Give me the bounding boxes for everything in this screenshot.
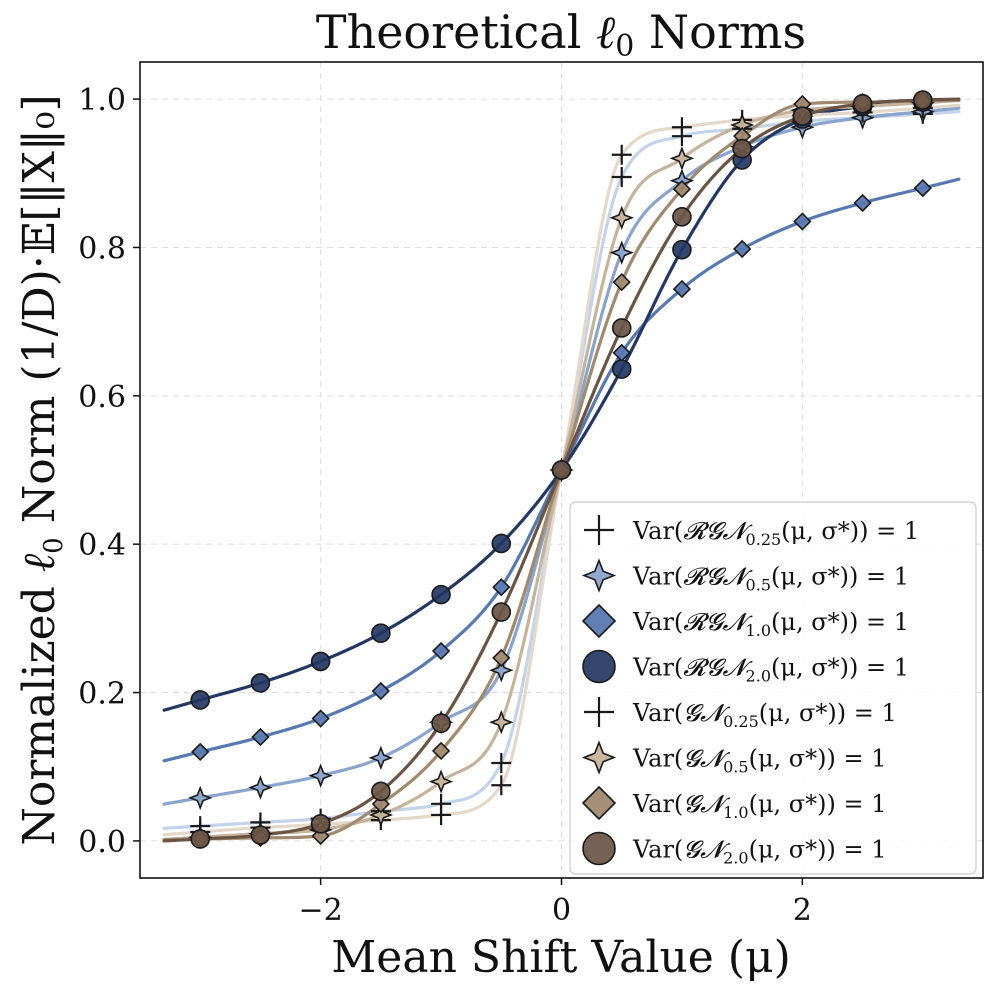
series-markers: [188, 90, 935, 850]
y-tick-label: 0.8: [78, 231, 126, 266]
legend-entry: Var(𝓖𝓝0.5(μ, σ*)) = 1: [632, 745, 887, 777]
legend-marker-gn-2: [582, 831, 616, 866]
data-point-rgn-2: [491, 533, 512, 554]
data-point-rgn-1: [191, 742, 210, 762]
data-point-rgn-0.5: [188, 785, 213, 811]
data-point-gn-0.25: [611, 144, 632, 165]
legend-entry: Var(𝓡𝓖𝓝0.25(μ, σ*)) = 1: [632, 517, 919, 549]
data-point-gn-0.5: [609, 205, 634, 230]
data-point-rgn-2: [431, 584, 451, 605]
data-point-gn-2: [912, 90, 933, 110]
data-point-gn-1: [672, 179, 692, 199]
data-point-rgn-1: [431, 641, 451, 661]
legend-frame: [569, 501, 977, 875]
data-point-gn-2: [250, 825, 271, 845]
data-point-rgn-0.25: [611, 166, 632, 187]
data-point-gn-2: [431, 713, 451, 733]
y-tick-label: 0.4: [78, 528, 126, 563]
data-point-gn-2: [491, 602, 512, 622]
data-point-gn-0.5: [428, 769, 454, 794]
data-point-gn-0.25: [431, 804, 452, 825]
data-point-gn-2: [732, 138, 752, 159]
y-tick-label: 1.0: [78, 83, 126, 118]
data-point-gn-0.5: [669, 146, 695, 171]
data-point-rgn-2: [371, 623, 391, 644]
data-point-gn-0.25: [491, 775, 512, 796]
data-point-rgn-2: [672, 239, 692, 260]
legend-marker-rgn-1: [581, 603, 617, 639]
legend-marker-rgn-0.5: [581, 558, 617, 593]
x-tick-label: −2: [299, 893, 343, 928]
data-point-gn-2: [310, 814, 331, 834]
legend: Var(𝓡𝓖𝓝0.25(μ, σ*)) = 1 Var(𝓡𝓖𝓝0.5(μ, σ*)…: [569, 501, 977, 875]
y-axis-label: Normalized ℓ0 Norm (1/D)·𝔼[‖X‖₀]: [14, 94, 69, 845]
data-point-rgn-0.25: [491, 753, 512, 774]
data-point-gn-0.5: [489, 710, 514, 735]
data-point-gn-0.25: [671, 117, 692, 138]
legend-marker-rgn-0.25: [584, 515, 614, 545]
data-point-gn-2: [672, 207, 692, 227]
legend-marker-rgn-2: [582, 649, 616, 684]
data-point-rgn-1: [672, 279, 692, 299]
data-point-gn-2: [371, 781, 391, 802]
data-point-rgn-1: [492, 578, 511, 597]
data-point-rgn-0.5: [489, 658, 514, 683]
data-point-gn-1: [431, 741, 451, 761]
y-tick-label: 0.2: [78, 677, 126, 712]
data-point-rgn-1: [913, 178, 932, 198]
data-point-gn-0.5: [368, 802, 394, 828]
legend-entry: Var(𝓡𝓖𝓝0.5(μ, σ*)) = 1: [632, 563, 909, 595]
data-point-gn-2: [190, 829, 211, 849]
legend-entry: Var(𝓖𝓝2.0(μ, σ*)) = 1: [632, 836, 887, 868]
data-point-gn-2: [852, 93, 873, 114]
legend-marker-gn-0.5: [581, 740, 617, 775]
data-point-rgn-0.5: [368, 745, 394, 771]
legend-entry: Var(𝓖𝓝0.25(μ, σ*)) = 1: [632, 699, 897, 731]
legend-entry: Var(𝓖𝓝1.0(μ, σ*)) = 1: [632, 790, 887, 822]
data-point-rgn-1: [371, 681, 390, 701]
data-point-rgn-0.5: [248, 775, 273, 800]
data-point-gn-2: [792, 106, 813, 126]
axis-ticks: −2 0 2 0.0 0.2 0.4 0.6 0.8 1.0: [78, 83, 812, 928]
data-point-rgn-0.5: [609, 240, 634, 265]
data-point-gn-1: [612, 272, 631, 292]
data-point-rgn-2: [190, 690, 211, 710]
x-axis-label: Mean Shift Value (μ): [331, 932, 791, 983]
legend-marker-gn-1: [581, 785, 617, 821]
data-point-rgn-1: [311, 709, 330, 728]
legend-marker-gn-0.25: [584, 697, 614, 727]
data-point-rgn-0.5: [308, 763, 333, 788]
data-point-rgn-2: [310, 651, 331, 672]
data-point-rgn-2: [611, 359, 632, 379]
x-tick-label: 0: [552, 893, 571, 928]
data-point-rgn-1: [853, 193, 872, 213]
data-point-rgn-2: [250, 673, 271, 693]
data-point-rgn-1: [733, 239, 752, 259]
x-tick-label: 2: [793, 893, 812, 928]
y-tick-label: 0.0: [78, 825, 126, 860]
data-point-gn-1: [492, 648, 511, 668]
data-point-gn-2: [551, 460, 572, 480]
data-point-rgn-1: [251, 727, 270, 747]
y-tick-label: 0.6: [78, 380, 126, 415]
legend-entry: Var(𝓡𝓖𝓝1.0(μ, σ*)) = 1: [632, 608, 909, 640]
data-point-rgn-1: [793, 212, 812, 231]
chart-title: Theoretical ℓ0 Norms: [316, 5, 806, 64]
data-point-gn-2: [611, 318, 632, 338]
legend-entry: Var(𝓡𝓖𝓝2.0(μ, σ*)) = 1: [632, 654, 909, 686]
